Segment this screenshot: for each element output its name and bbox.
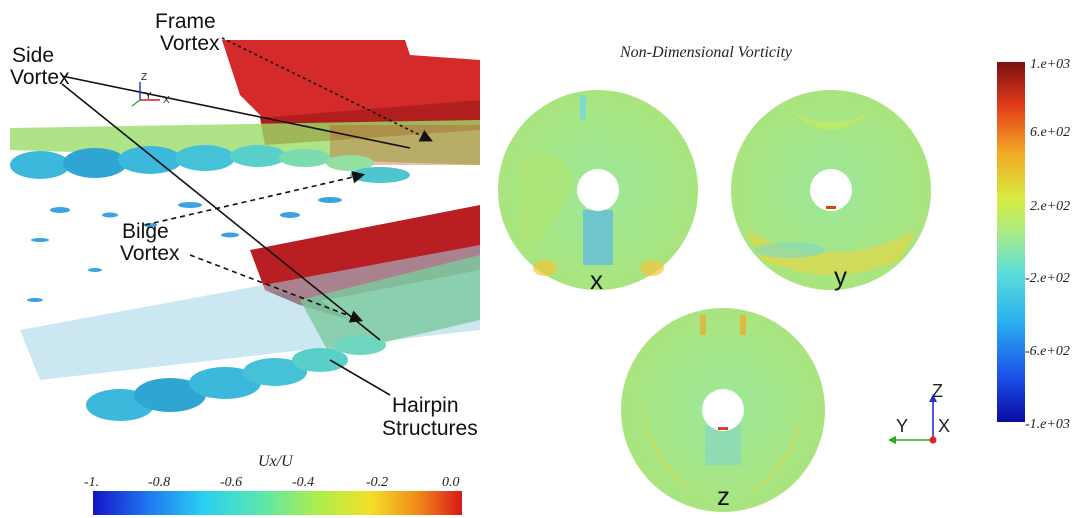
vorticity-colorbar-ticks: 1.e+03 6.e+02 2.e+02 -2.e+02 -6.e+02 -1.… (1025, 57, 1070, 432)
hairpin-label-line1: Hairpin (392, 394, 459, 417)
left-triad-y: Y (145, 91, 152, 102)
vort-tick: 6.e+02 (1030, 125, 1070, 140)
vorticity-disc-y (731, 90, 931, 290)
right-triad-x: X (938, 416, 950, 436)
side-vortex-label-line2: Vortex (10, 66, 70, 89)
scattered-vortices (27, 197, 342, 302)
hairpin-label-line2: Structures (382, 417, 478, 440)
vorticity-title: Non-Dimensional Vorticity (619, 44, 793, 61)
lower-wake-sheet (20, 245, 480, 380)
lower-wake-band (300, 255, 480, 355)
ux-tick: -0.8 (148, 475, 170, 490)
ux-tick: 0.0 (442, 475, 460, 490)
vort-tick: -2.e+02 (1025, 271, 1070, 286)
frame-vortex-label-line2: Vortex (160, 32, 220, 55)
flow-visualization-panel: Frame Vortex Side Vortex Bilge Vortex Ha… (10, 10, 480, 515)
bilge-vortex-label-line1: Bilge (122, 220, 169, 243)
left-axes-triad (131, 82, 160, 107)
ux-tick: -0.2 (366, 475, 388, 490)
ux-colorbar (93, 491, 462, 515)
frame-vortex-label-line1: Frame (155, 10, 216, 33)
lower-vortex-tube (86, 335, 386, 421)
right-axes-triad (888, 394, 937, 444)
vorticity-panel: Non-Dimensional Vorticity x y (498, 44, 1070, 512)
vorticity-disc-z (621, 308, 825, 512)
annotation-lines (61, 37, 433, 396)
disc-label-x: x (590, 265, 603, 295)
disc-label-z: z (717, 481, 730, 511)
disc-label-y: y (834, 261, 847, 291)
side-vortex-label-line1: Side (12, 44, 54, 67)
upper-hull (222, 40, 480, 125)
left-triad-x: X (163, 95, 170, 106)
vort-tick: 1.e+03 (1030, 57, 1070, 72)
left-triad-z: Z (141, 72, 147, 83)
ux-colorbar-title: Ux/U (258, 453, 294, 470)
right-triad-z: Z (932, 381, 943, 401)
vort-tick: -1.e+03 (1025, 417, 1070, 432)
ux-tick: -0.4 (292, 475, 314, 490)
vorticity-disc-x (498, 90, 698, 290)
bilge-vortex-label-line2: Vortex (120, 242, 180, 265)
vorticity-colorbar (997, 62, 1025, 422)
ux-colorbar-ticks: -1. -0.8 -0.6 -0.4 -0.2 0.0 (84, 475, 460, 490)
right-triad-y: Y (896, 416, 908, 436)
ux-tick: -1. (84, 475, 99, 490)
vort-tick: -6.e+02 (1025, 344, 1070, 359)
ux-tick: -0.6 (220, 475, 242, 490)
vort-tick: 2.e+02 (1030, 199, 1070, 214)
